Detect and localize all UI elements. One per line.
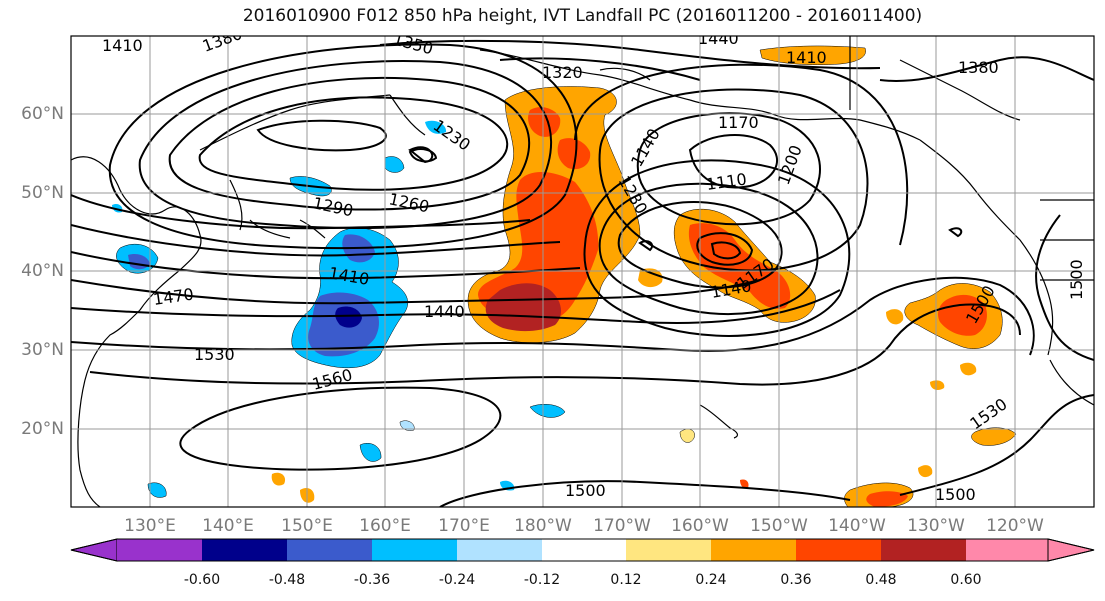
lat-label: 30°N — [21, 340, 64, 360]
colorbar-tick-label: -0.12 — [523, 572, 561, 588]
lon-label: 170°E — [438, 516, 490, 536]
colorbar-tick-label: -0.60 — [183, 572, 221, 588]
ivt-positive-shading — [271, 45, 1017, 507]
map-frame — [70, 35, 1095, 508]
contour-label: 1500 — [935, 485, 976, 504]
lon-label: 150°E — [281, 516, 333, 536]
lat-label: 20°N — [21, 419, 64, 439]
colorbar-tick-label: 0.48 — [865, 572, 897, 588]
colorbar-tick-label: -0.36 — [353, 572, 391, 588]
contour-label: 1410 — [786, 48, 827, 67]
ivt-negative-shading — [112, 120, 566, 498]
colorbar-swatch — [457, 539, 542, 561]
colorbar-swatch — [202, 539, 287, 561]
colorbar-swatch — [711, 539, 796, 561]
contour-label: 1440 — [424, 302, 465, 321]
lon-label: 180°W — [514, 516, 572, 536]
colorbar-swatch — [966, 539, 1048, 561]
contour-label: 1530 — [194, 345, 235, 364]
colorbar-tick-label: 0.36 — [780, 572, 812, 588]
colorbar-swatch — [117, 539, 202, 561]
lon-label: 130°E — [124, 516, 176, 536]
lon-label: 160°W — [671, 516, 729, 536]
colorbar-tick-label: -0.48 — [268, 572, 306, 588]
contour-label: 1170 — [718, 113, 759, 132]
lat-label: 60°N — [21, 104, 64, 124]
grid-lines — [71, 36, 1094, 507]
colorbar-extend-low — [70, 538, 118, 562]
colorbar-swatch — [626, 539, 711, 561]
colorbar-swatch — [881, 539, 966, 561]
contour-label: 1320 — [542, 63, 583, 82]
contour-label: 1500 — [565, 481, 606, 500]
colorbar-tick-label: -0.24 — [438, 572, 476, 588]
colorbar-swatch — [372, 539, 457, 561]
colorbar — [70, 538, 1095, 562]
colorbar-extend-high — [1047, 538, 1095, 562]
lon-label: 130°W — [907, 516, 965, 536]
lon-label: 160°E — [359, 516, 411, 536]
colorbar-swatch — [287, 539, 372, 561]
contour-label: 1410 — [102, 36, 143, 55]
map-plot-area: 1410 1380 1350 1320 1440 1410 1380 1230 … — [71, 29, 1094, 507]
lon-label: 150°W — [750, 516, 808, 536]
lon-label: 120°W — [986, 516, 1044, 536]
colorbar-tick-label: 0.12 — [610, 572, 642, 588]
contour-label: 1500 — [1067, 259, 1086, 300]
colorbar-swatch — [542, 539, 626, 561]
colorbar-tick-label: 0.60 — [950, 572, 982, 588]
lon-label: 140°W — [828, 516, 886, 536]
lat-label: 40°N — [21, 261, 64, 281]
height-contours — [71, 39, 1094, 507]
colorbar-swatch — [796, 539, 881, 561]
map-title: 2016010900 F012 850 hPa height, IVT Land… — [242, 6, 923, 26]
lon-label: 140°E — [202, 516, 254, 536]
colorbar-tick-label: 0.24 — [695, 572, 727, 588]
lat-label: 50°N — [21, 183, 64, 203]
contour-label: 1440 — [698, 29, 739, 48]
contour-label: 1380 — [958, 58, 999, 77]
lon-label: 170°W — [593, 516, 651, 536]
